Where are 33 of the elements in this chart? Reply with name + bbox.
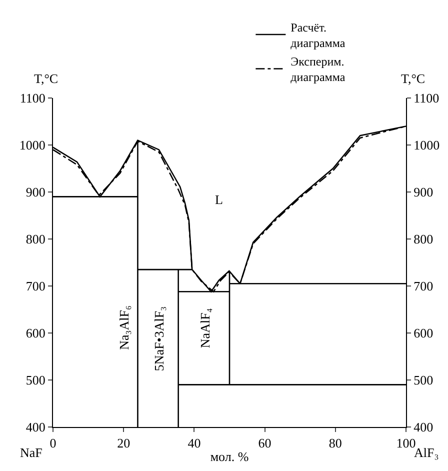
y2-tick-label: 1100 — [414, 90, 440, 106]
y-tick-label: 1000 — [19, 138, 46, 153]
x-tick-label: 40 — [188, 436, 201, 451]
legend-label: Расчёт. диаграмма — [290, 20, 346, 50]
y-tick-label: 800 — [26, 232, 46, 247]
annotation: L — [215, 192, 223, 207]
x-tick-label: 60 — [258, 436, 272, 451]
annotation: Na₃AlF₆ — [116, 305, 132, 350]
y-tick-label: 600 — [26, 326, 46, 341]
x-tick-label: 80 — [328, 436, 342, 451]
y-tick-label: 400 — [26, 420, 46, 435]
y2-tick-label: 1000 — [414, 138, 440, 153]
y-tick-label: 1100 — [20, 90, 46, 106]
y2-tick-label: 900 — [414, 184, 434, 200]
y-tick-label: 700 — [26, 278, 46, 294]
y2-tick-label: 500 — [414, 372, 434, 388]
x-tick-label: 0 — [50, 436, 56, 451]
text: NaF — [20, 445, 42, 460]
y-tick-label: 500 — [26, 372, 46, 388]
y2-tick-label: 800 — [414, 232, 434, 247]
y-tick-label: 900 — [26, 184, 46, 200]
x-tick-label: 20 — [117, 436, 130, 451]
legend-label: Эксперим. диаграмма — [290, 54, 346, 84]
y2-tick-label: 700 — [414, 278, 434, 294]
text: AlF₃ — [414, 445, 439, 460]
y-axis-title: T,°C — [34, 71, 58, 86]
annotation: 5NaF•3AlF₃ — [152, 306, 167, 372]
x-tick-label: 100 — [396, 436, 416, 451]
y2-tick-label: 600 — [414, 326, 434, 341]
annotation: NaAlF₄ — [197, 308, 212, 348]
x-axis-title: мол. % — [210, 449, 249, 464]
y2-tick-label: 400 — [414, 420, 434, 435]
y2-axis-title: T,°C — [401, 71, 426, 86]
